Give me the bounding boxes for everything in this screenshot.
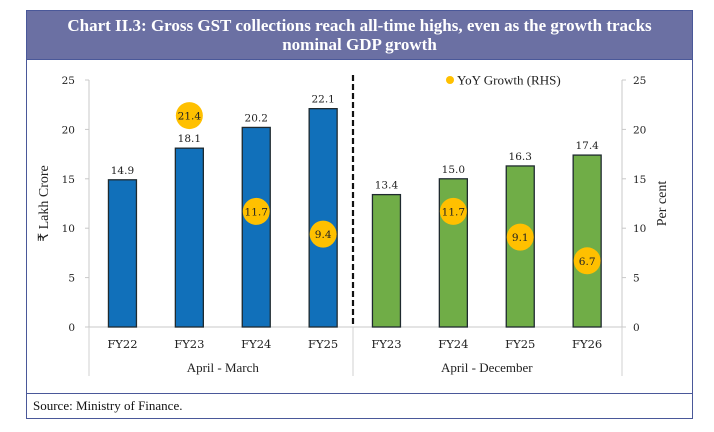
- legend-marker-icon: [446, 76, 454, 84]
- left-tick-label: 5: [68, 273, 75, 285]
- growth-marker: [573, 247, 601, 275]
- bar: [174, 147, 205, 328]
- left-tick-label: 0: [68, 322, 75, 334]
- bar-value-label: 20.2: [245, 112, 268, 124]
- growth-value-label: 9.4: [315, 229, 332, 241]
- x-tick-label: FY22: [107, 337, 137, 351]
- bar: [371, 193, 402, 328]
- right-axis-title: Per cent: [655, 181, 670, 227]
- category-group-label: April - March: [187, 360, 260, 375]
- category-group-label: April - December: [441, 360, 533, 375]
- x-tick-label: FY25: [308, 337, 338, 351]
- bar-value-label: 16.3: [509, 151, 532, 163]
- left-tick-label: 15: [62, 174, 75, 186]
- x-tick-label: FY23: [174, 337, 204, 351]
- bar-value-label: 18.1: [178, 133, 201, 145]
- left-axis-title: ₹ Lakh Crore: [37, 165, 52, 242]
- growth-value-label: 6.7: [579, 256, 596, 268]
- right-tick-label: 25: [633, 75, 646, 87]
- growth-markers: [175, 102, 601, 275]
- labels: 14.9 FY22 18.1 FY23 21.4 20.2 FY24 11.7 22.1 FY25…: [107, 94, 602, 375]
- left-tick-label: 20: [62, 124, 75, 136]
- x-tick-label: FY23: [371, 337, 401, 351]
- bar: [107, 179, 138, 328]
- axes: 0 5 10 15 20 25 0 5 10 15 20 25 ₹ Lakh Crore Per cent…: [37, 73, 670, 376]
- growth-marker: [506, 223, 534, 251]
- growth-marker: [309, 220, 337, 248]
- left-tick-label: 10: [62, 223, 75, 235]
- source-note: Source: Ministry of Finance.: [27, 393, 692, 418]
- right-tick-label: 5: [633, 273, 640, 285]
- growth-value-label: 9.1: [512, 232, 529, 244]
- bar-value-label: 17.4: [575, 140, 599, 152]
- x-tick-label: FY24: [438, 337, 468, 351]
- bar: [241, 126, 271, 328]
- right-tick-label: 15: [633, 174, 646, 186]
- right-tick-label: 20: [633, 124, 646, 136]
- left-tick-label: 25: [62, 75, 75, 87]
- bars: [107, 108, 602, 328]
- chart-title: Chart II.3: Gross GST collections reach …: [27, 11, 692, 60]
- bar-value-label: 14.9: [111, 165, 134, 177]
- bar-value-label: 13.4: [375, 180, 399, 192]
- growth-value-label: 11.7: [442, 206, 465, 218]
- growth-value-label: 11.7: [245, 206, 268, 218]
- bar-value-label: 15.0: [442, 164, 465, 176]
- growth-marker: [175, 102, 203, 130]
- right-tick-label: 10: [633, 223, 646, 235]
- growth-marker: [439, 197, 467, 225]
- x-tick-label: FY25: [505, 337, 535, 351]
- growth-marker: [242, 197, 270, 225]
- right-tick-label: 0: [633, 322, 640, 334]
- x-tick-label: FY26: [572, 337, 602, 351]
- bar: [572, 154, 602, 328]
- bar-value-label: 22.1: [311, 94, 334, 106]
- legend-label: YoY Growth (RHS): [457, 73, 561, 88]
- bar: [308, 108, 338, 328]
- x-tick-label: FY24: [241, 337, 271, 351]
- growth-value-label: 21.4: [178, 111, 202, 123]
